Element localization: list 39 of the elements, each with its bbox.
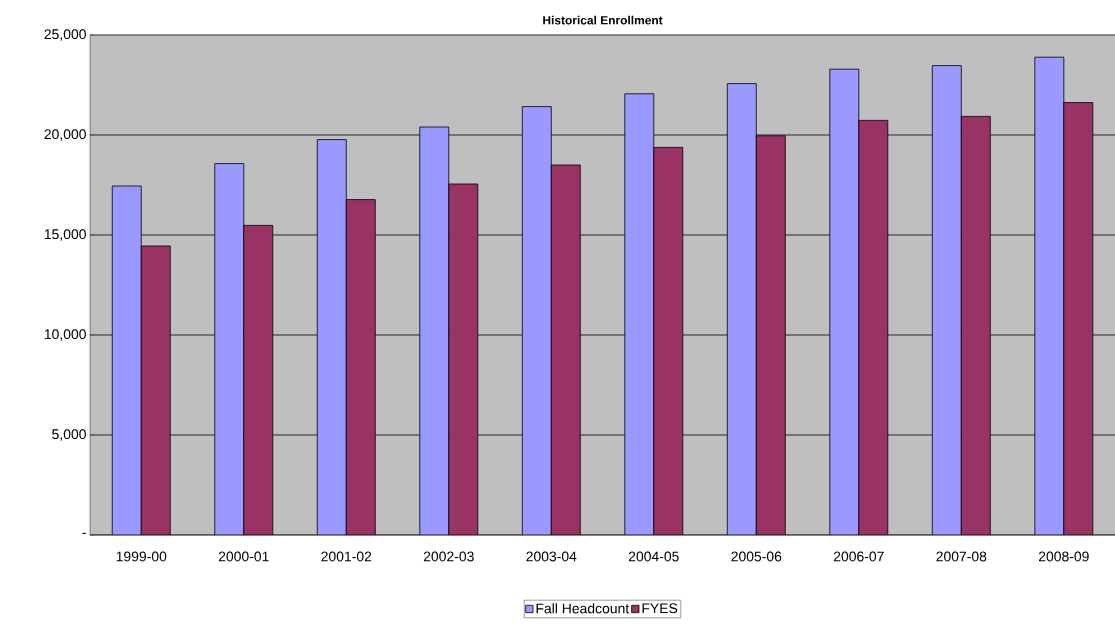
x-tick-label: 2002-03 [423, 551, 474, 562]
bar [755, 135, 786, 535]
bar [419, 126, 450, 535]
x-tick-label: 2005-06 [731, 551, 782, 562]
bar [1063, 102, 1094, 535]
x-tick-label: 2000-01 [218, 551, 269, 562]
y-tick-label: 10,000 [44, 329, 86, 341]
bar [931, 65, 962, 535]
bar [140, 245, 171, 535]
x-tick-label: 2006-07 [833, 551, 884, 562]
bar [214, 163, 245, 535]
y-tick-label: 5,000 [52, 429, 86, 441]
bar [624, 93, 655, 535]
y-tick-label: 20,000 [44, 129, 86, 141]
bar [550, 164, 581, 535]
x-tick-label: 2004-05 [628, 551, 679, 562]
x-tick-label: 2001-02 [321, 551, 372, 562]
bar [448, 183, 479, 535]
bar [829, 68, 860, 535]
chart-title: Historical Enrollment [543, 15, 663, 25]
bar [858, 119, 889, 535]
legend-label: FYES [642, 603, 678, 614]
bar [243, 224, 274, 535]
bar [521, 106, 552, 535]
legend-label: Fall Headcount [536, 603, 630, 614]
bar [111, 185, 142, 535]
x-tick-label: 2007-08 [936, 551, 987, 562]
x-tick-label: 1999-00 [116, 551, 167, 562]
y-tick-label: 15,000 [44, 229, 86, 241]
y-tick-label: - [82, 532, 86, 534]
bar [960, 115, 991, 535]
bar [653, 146, 684, 535]
bar [726, 83, 757, 535]
x-tick-label: 2008-09 [1038, 551, 1089, 562]
y-tick-label: 25,000 [44, 29, 86, 41]
x-tick-label: 2003-04 [526, 551, 577, 562]
bar [1034, 56, 1065, 535]
bar [345, 199, 376, 535]
bar [316, 139, 347, 535]
